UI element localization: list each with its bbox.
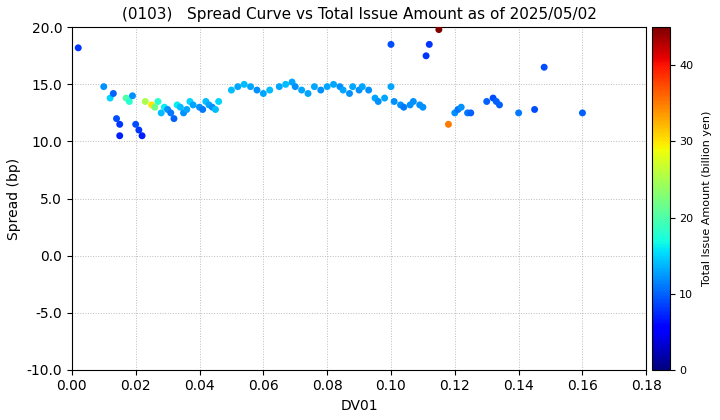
Point bbox=[379, 94, 390, 101]
Point bbox=[334, 83, 346, 90]
Point bbox=[385, 41, 397, 48]
Point bbox=[203, 102, 215, 108]
Point bbox=[395, 102, 406, 108]
Point bbox=[274, 83, 285, 90]
Point bbox=[388, 98, 400, 105]
Point bbox=[149, 104, 161, 110]
Point bbox=[433, 26, 445, 33]
Point bbox=[338, 87, 349, 93]
Point bbox=[210, 106, 221, 113]
Point bbox=[174, 104, 186, 110]
Point bbox=[162, 106, 174, 113]
Point bbox=[197, 106, 209, 113]
Title: (0103)   Spread Curve vs Total Issue Amount as of 2025/05/02: (0103) Spread Curve vs Total Issue Amoun… bbox=[122, 7, 596, 22]
Point bbox=[171, 102, 183, 108]
Point bbox=[251, 87, 263, 93]
Point bbox=[372, 98, 384, 105]
Point bbox=[577, 110, 588, 116]
Point bbox=[124, 98, 135, 105]
Point bbox=[462, 110, 473, 116]
Point bbox=[136, 132, 148, 139]
Point bbox=[178, 110, 189, 116]
Point bbox=[302, 90, 314, 97]
Point bbox=[127, 92, 138, 99]
Point bbox=[232, 83, 243, 90]
Point bbox=[296, 87, 307, 93]
Point bbox=[245, 83, 256, 90]
Point bbox=[456, 104, 467, 110]
Y-axis label: Total Issue Amount (billion yen): Total Issue Amount (billion yen) bbox=[702, 111, 711, 286]
Point bbox=[315, 87, 327, 93]
Point bbox=[213, 98, 225, 105]
Point bbox=[184, 98, 196, 105]
Point bbox=[194, 104, 205, 110]
Point bbox=[258, 90, 269, 97]
Point bbox=[490, 98, 502, 105]
Point bbox=[356, 83, 368, 90]
Point bbox=[528, 106, 540, 113]
Point bbox=[133, 127, 145, 134]
Point bbox=[465, 110, 477, 116]
Point bbox=[187, 102, 199, 108]
Point bbox=[280, 81, 292, 88]
X-axis label: DV01: DV01 bbox=[341, 399, 378, 413]
Point bbox=[449, 110, 461, 116]
Point bbox=[481, 98, 492, 105]
Point bbox=[114, 121, 125, 128]
Point bbox=[539, 64, 550, 71]
Point bbox=[165, 110, 176, 116]
Point bbox=[420, 52, 432, 59]
Point bbox=[513, 110, 524, 116]
Point bbox=[414, 102, 426, 108]
Point bbox=[309, 83, 320, 90]
Point bbox=[200, 98, 212, 105]
Point bbox=[140, 98, 151, 105]
Point bbox=[494, 102, 505, 108]
Point bbox=[264, 87, 276, 93]
Point bbox=[363, 87, 374, 93]
Point bbox=[417, 104, 428, 110]
Point bbox=[354, 87, 365, 93]
Point bbox=[156, 110, 167, 116]
Point bbox=[287, 79, 298, 85]
Point bbox=[423, 41, 435, 48]
Point bbox=[104, 94, 116, 101]
Point bbox=[369, 94, 381, 101]
Point bbox=[114, 132, 125, 139]
Point bbox=[408, 98, 419, 105]
Point bbox=[487, 94, 499, 101]
Point bbox=[130, 121, 141, 128]
Point bbox=[289, 83, 301, 90]
Point bbox=[120, 94, 132, 101]
Point bbox=[168, 115, 180, 122]
Point bbox=[158, 104, 170, 110]
Point bbox=[321, 83, 333, 90]
Point bbox=[238, 81, 250, 88]
Point bbox=[107, 90, 119, 97]
Point bbox=[181, 106, 192, 113]
Point bbox=[347, 83, 359, 90]
Point bbox=[385, 83, 397, 90]
Point bbox=[443, 121, 454, 128]
Point bbox=[405, 102, 416, 108]
Point bbox=[398, 104, 410, 110]
Point bbox=[343, 90, 355, 97]
Point bbox=[146, 102, 158, 108]
Point bbox=[98, 83, 109, 90]
Point bbox=[111, 115, 122, 122]
Point bbox=[328, 81, 339, 88]
Point bbox=[452, 106, 464, 113]
Point bbox=[152, 98, 163, 105]
Y-axis label: Spread (bp): Spread (bp) bbox=[7, 158, 21, 239]
Point bbox=[73, 45, 84, 51]
Point bbox=[207, 104, 218, 110]
Point bbox=[225, 87, 237, 93]
